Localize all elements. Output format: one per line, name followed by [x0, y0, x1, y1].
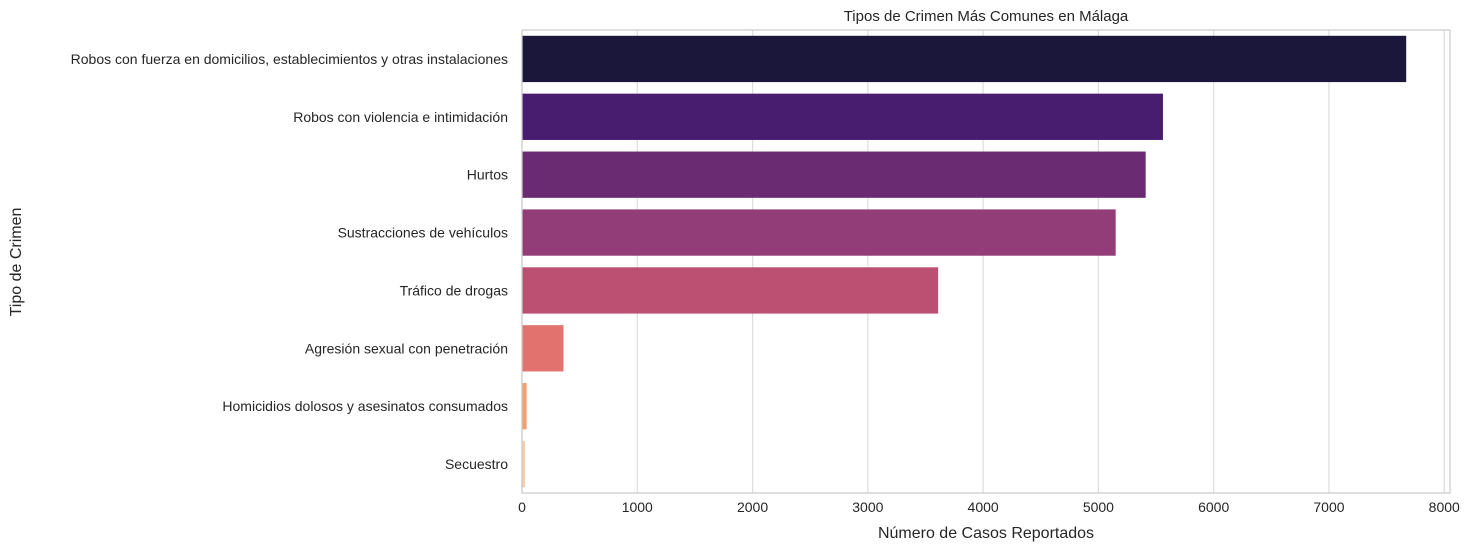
bar	[522, 325, 564, 372]
y-category-label: Tráfico de drogas	[400, 282, 508, 298]
x-tick-label: 2000	[737, 499, 768, 515]
y-category-label: Agresión sexual con penetración	[305, 340, 508, 356]
y-category-label: Homicidios dolosos y asesinatos consumad…	[222, 398, 508, 414]
x-tick-label: 5000	[1083, 499, 1114, 515]
chart-title: Tipos de Crimen Más Comunes en Málaga	[844, 8, 1129, 25]
bar	[522, 93, 1163, 140]
x-tick-label: 8000	[1429, 499, 1460, 515]
y-category-label: Robos con violencia e intimidación	[293, 109, 508, 125]
bar	[522, 267, 939, 314]
bar	[522, 35, 1407, 83]
bar	[522, 151, 1146, 198]
plot-frame	[521, 29, 1451, 494]
bar	[522, 383, 527, 430]
x-tick-label: 7000	[1313, 499, 1344, 515]
x-tick-labels: 0 1000 2000 3000 4000 5000 6000 7000 8000	[518, 499, 1460, 515]
x-tick-label: 3000	[852, 499, 883, 515]
x-tick-label: 4000	[968, 499, 999, 515]
x-tick-label: 6000	[1198, 499, 1229, 515]
bar	[522, 209, 1116, 256]
y-category-labels: Robos con fuerza en domicilios, establec…	[71, 51, 509, 472]
y-axis-label: Tipo de Crimen	[8, 208, 25, 317]
y-category-label: Robos con fuerza en domicilios, establec…	[71, 51, 508, 67]
x-axis-label: Número de Casos Reportados	[878, 525, 1094, 542]
x-tick-label: 0	[518, 499, 526, 515]
y-category-label: Sustracciones de vehículos	[338, 225, 508, 241]
bars-group	[522, 35, 1407, 488]
x-tick-label: 1000	[622, 499, 653, 515]
bar	[522, 440, 525, 488]
y-category-label: Hurtos	[467, 167, 508, 183]
y-category-label: Secuestro	[445, 456, 508, 472]
